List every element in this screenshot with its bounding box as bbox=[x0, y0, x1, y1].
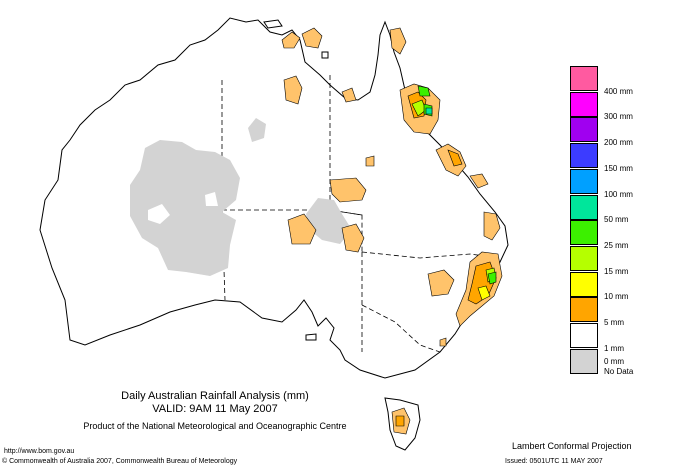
legend-swatch bbox=[570, 323, 598, 348]
legend-label: 400 mm bbox=[604, 86, 633, 96]
product-credit: Product of the National Meteorological a… bbox=[83, 421, 347, 431]
copyright: © Commonwealth of Australia 2007, Common… bbox=[2, 458, 238, 465]
no-data-region bbox=[130, 118, 352, 276]
legend-swatch bbox=[570, 194, 598, 220]
legend-swatch bbox=[570, 220, 598, 246]
legend-label: 100 mm bbox=[604, 189, 633, 199]
legend-label: 0 mm bbox=[604, 356, 624, 366]
website-link[interactable]: http://www.bom.gov.au bbox=[4, 448, 75, 455]
issued-label: Issued: 0501UTC 11 MAY 2007 bbox=[505, 458, 603, 465]
legend-swatch bbox=[570, 348, 598, 374]
legend-label: 150 mm bbox=[604, 163, 633, 173]
legend-label: 15 mm bbox=[604, 266, 629, 276]
groote-island bbox=[321, 51, 329, 59]
rainfall-50mm bbox=[425, 107, 433, 115]
legend-label: 200 mm bbox=[604, 138, 633, 148]
rainfall-10mm bbox=[477, 285, 491, 301]
legend-swatch bbox=[570, 297, 598, 323]
legend-swatch bbox=[570, 117, 598, 143]
valid-date: VALID: 9AM 11 May 2007 bbox=[152, 403, 278, 415]
legend-swatch bbox=[570, 66, 598, 91]
legend-label: 50 mm bbox=[604, 215, 629, 225]
legend-label: 10 mm bbox=[604, 292, 629, 302]
legend-label: 5 mm bbox=[604, 318, 624, 327]
legend-swatch bbox=[570, 168, 598, 194]
legend-label: 1 mm bbox=[604, 343, 624, 353]
nsw-vic-border bbox=[361, 304, 441, 353]
legend-swatch bbox=[570, 271, 598, 297]
map-title: Daily Australian Rainfall Analysis (mm) bbox=[121, 390, 309, 402]
legend-label: No Data bbox=[604, 366, 634, 376]
legend-label: 25 mm bbox=[604, 240, 629, 250]
legend-swatch bbox=[570, 91, 598, 117]
melville-island bbox=[263, 19, 283, 29]
kangaroo-island bbox=[305, 333, 317, 341]
mainland-outline bbox=[39, 17, 509, 379]
legend-label: 300 mm bbox=[604, 112, 633, 122]
legend-swatch bbox=[570, 245, 598, 271]
legend-swatch bbox=[570, 143, 598, 169]
projection-label: Lambert Conformal Projection bbox=[512, 441, 632, 451]
